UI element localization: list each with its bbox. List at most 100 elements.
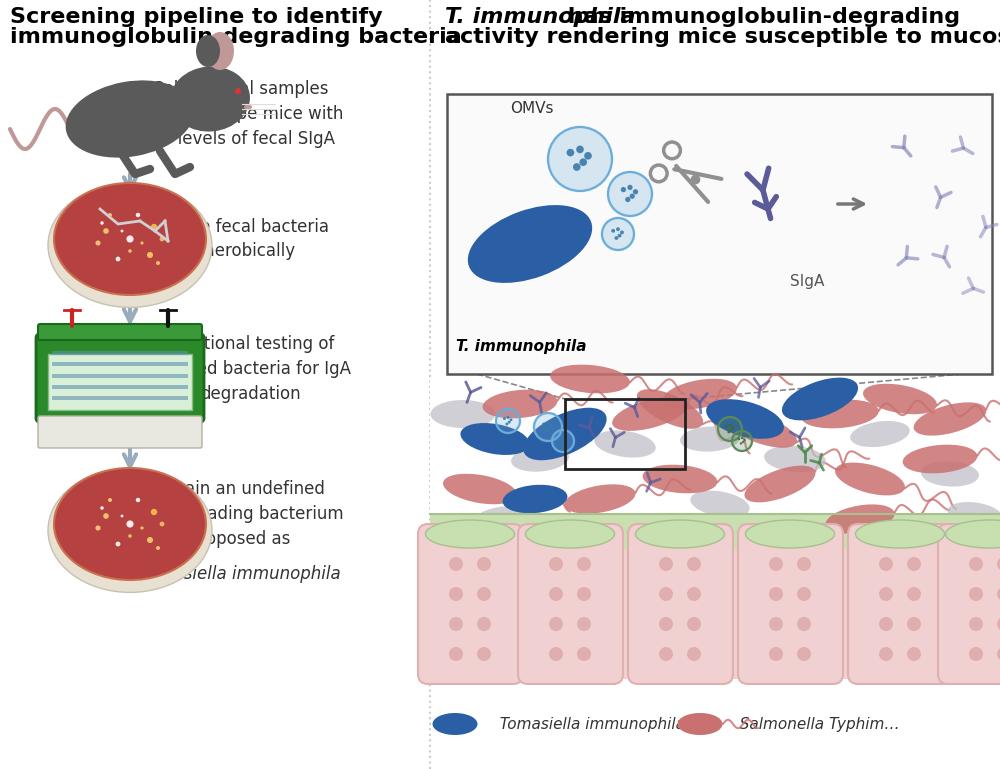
Circle shape: [625, 197, 630, 202]
FancyBboxPatch shape: [848, 524, 953, 684]
Circle shape: [969, 557, 983, 571]
Circle shape: [156, 261, 160, 265]
Ellipse shape: [432, 713, 478, 735]
Ellipse shape: [523, 408, 607, 461]
Ellipse shape: [235, 88, 241, 94]
FancyBboxPatch shape: [628, 524, 733, 684]
Bar: [52, 374, 188, 378]
Circle shape: [997, 587, 1000, 601]
Bar: [52, 351, 188, 355]
Ellipse shape: [764, 446, 826, 472]
Circle shape: [742, 441, 744, 443]
Ellipse shape: [825, 504, 895, 534]
Circle shape: [907, 587, 921, 601]
Circle shape: [507, 416, 509, 419]
Ellipse shape: [54, 468, 206, 580]
Circle shape: [577, 557, 591, 571]
Ellipse shape: [430, 400, 496, 428]
Ellipse shape: [746, 520, 834, 548]
Ellipse shape: [663, 379, 737, 409]
Circle shape: [108, 213, 112, 217]
Ellipse shape: [678, 713, 722, 735]
Circle shape: [160, 521, 164, 527]
Circle shape: [549, 647, 563, 661]
Circle shape: [732, 426, 734, 429]
Ellipse shape: [244, 105, 252, 109]
Circle shape: [729, 424, 731, 427]
Circle shape: [727, 431, 730, 434]
Circle shape: [552, 430, 574, 452]
Circle shape: [725, 425, 728, 428]
Bar: [52, 396, 188, 400]
Circle shape: [103, 513, 109, 519]
Ellipse shape: [856, 520, 944, 548]
Circle shape: [542, 422, 545, 426]
Circle shape: [549, 557, 563, 571]
Circle shape: [549, 587, 563, 601]
Circle shape: [151, 509, 157, 515]
Ellipse shape: [196, 35, 220, 67]
Circle shape: [769, 587, 783, 601]
Ellipse shape: [550, 365, 630, 394]
Circle shape: [121, 230, 123, 232]
Circle shape: [576, 145, 584, 153]
Circle shape: [797, 557, 811, 571]
Circle shape: [562, 436, 564, 439]
Circle shape: [879, 647, 893, 661]
Ellipse shape: [66, 81, 194, 158]
Circle shape: [136, 213, 140, 217]
Text: activity rendering mice susceptible to mucosal infe…: activity rendering mice susceptible to m…: [445, 27, 1000, 47]
Ellipse shape: [801, 400, 879, 428]
Circle shape: [620, 231, 624, 235]
Circle shape: [687, 587, 701, 601]
Circle shape: [561, 442, 563, 445]
Bar: [430, 529, 1000, 679]
Circle shape: [743, 439, 746, 441]
Ellipse shape: [946, 520, 1000, 548]
Circle shape: [100, 506, 104, 510]
FancyBboxPatch shape: [430, 514, 1000, 549]
Circle shape: [769, 617, 783, 631]
Ellipse shape: [468, 205, 592, 283]
Circle shape: [128, 534, 132, 538]
Circle shape: [549, 617, 563, 631]
Ellipse shape: [782, 378, 858, 421]
Ellipse shape: [503, 484, 567, 513]
Circle shape: [534, 413, 562, 441]
Circle shape: [550, 424, 553, 428]
Ellipse shape: [835, 463, 905, 495]
Circle shape: [477, 587, 491, 601]
Circle shape: [108, 498, 112, 502]
Circle shape: [573, 163, 581, 171]
Ellipse shape: [850, 421, 910, 447]
Text: has immunoglobulin-degrading: has immunoglobulin-degrading: [560, 7, 960, 27]
FancyBboxPatch shape: [36, 334, 204, 422]
Ellipse shape: [863, 384, 937, 414]
Text: Salmonella Typhim…: Salmonella Typhim…: [730, 717, 900, 731]
Circle shape: [548, 127, 612, 191]
Circle shape: [449, 587, 463, 601]
Circle shape: [879, 617, 893, 631]
Ellipse shape: [54, 183, 206, 295]
Circle shape: [140, 527, 144, 530]
Circle shape: [687, 557, 701, 571]
Circle shape: [503, 417, 506, 420]
Circle shape: [602, 218, 634, 250]
Circle shape: [564, 438, 567, 441]
Circle shape: [126, 521, 134, 528]
Ellipse shape: [921, 461, 979, 487]
Circle shape: [510, 418, 512, 421]
Circle shape: [128, 249, 132, 253]
Bar: [52, 362, 188, 366]
Circle shape: [156, 546, 160, 550]
Circle shape: [116, 257, 120, 261]
Ellipse shape: [206, 32, 234, 70]
Circle shape: [577, 617, 591, 631]
Circle shape: [627, 185, 633, 190]
Ellipse shape: [637, 389, 703, 429]
Circle shape: [545, 429, 548, 432]
Circle shape: [741, 437, 743, 439]
Text: Obtain an undefined
IgA-degrading bacterium
proposed as: Obtain an undefined IgA-degrading bacter…: [137, 480, 343, 548]
Circle shape: [614, 236, 618, 240]
Circle shape: [797, 587, 811, 601]
